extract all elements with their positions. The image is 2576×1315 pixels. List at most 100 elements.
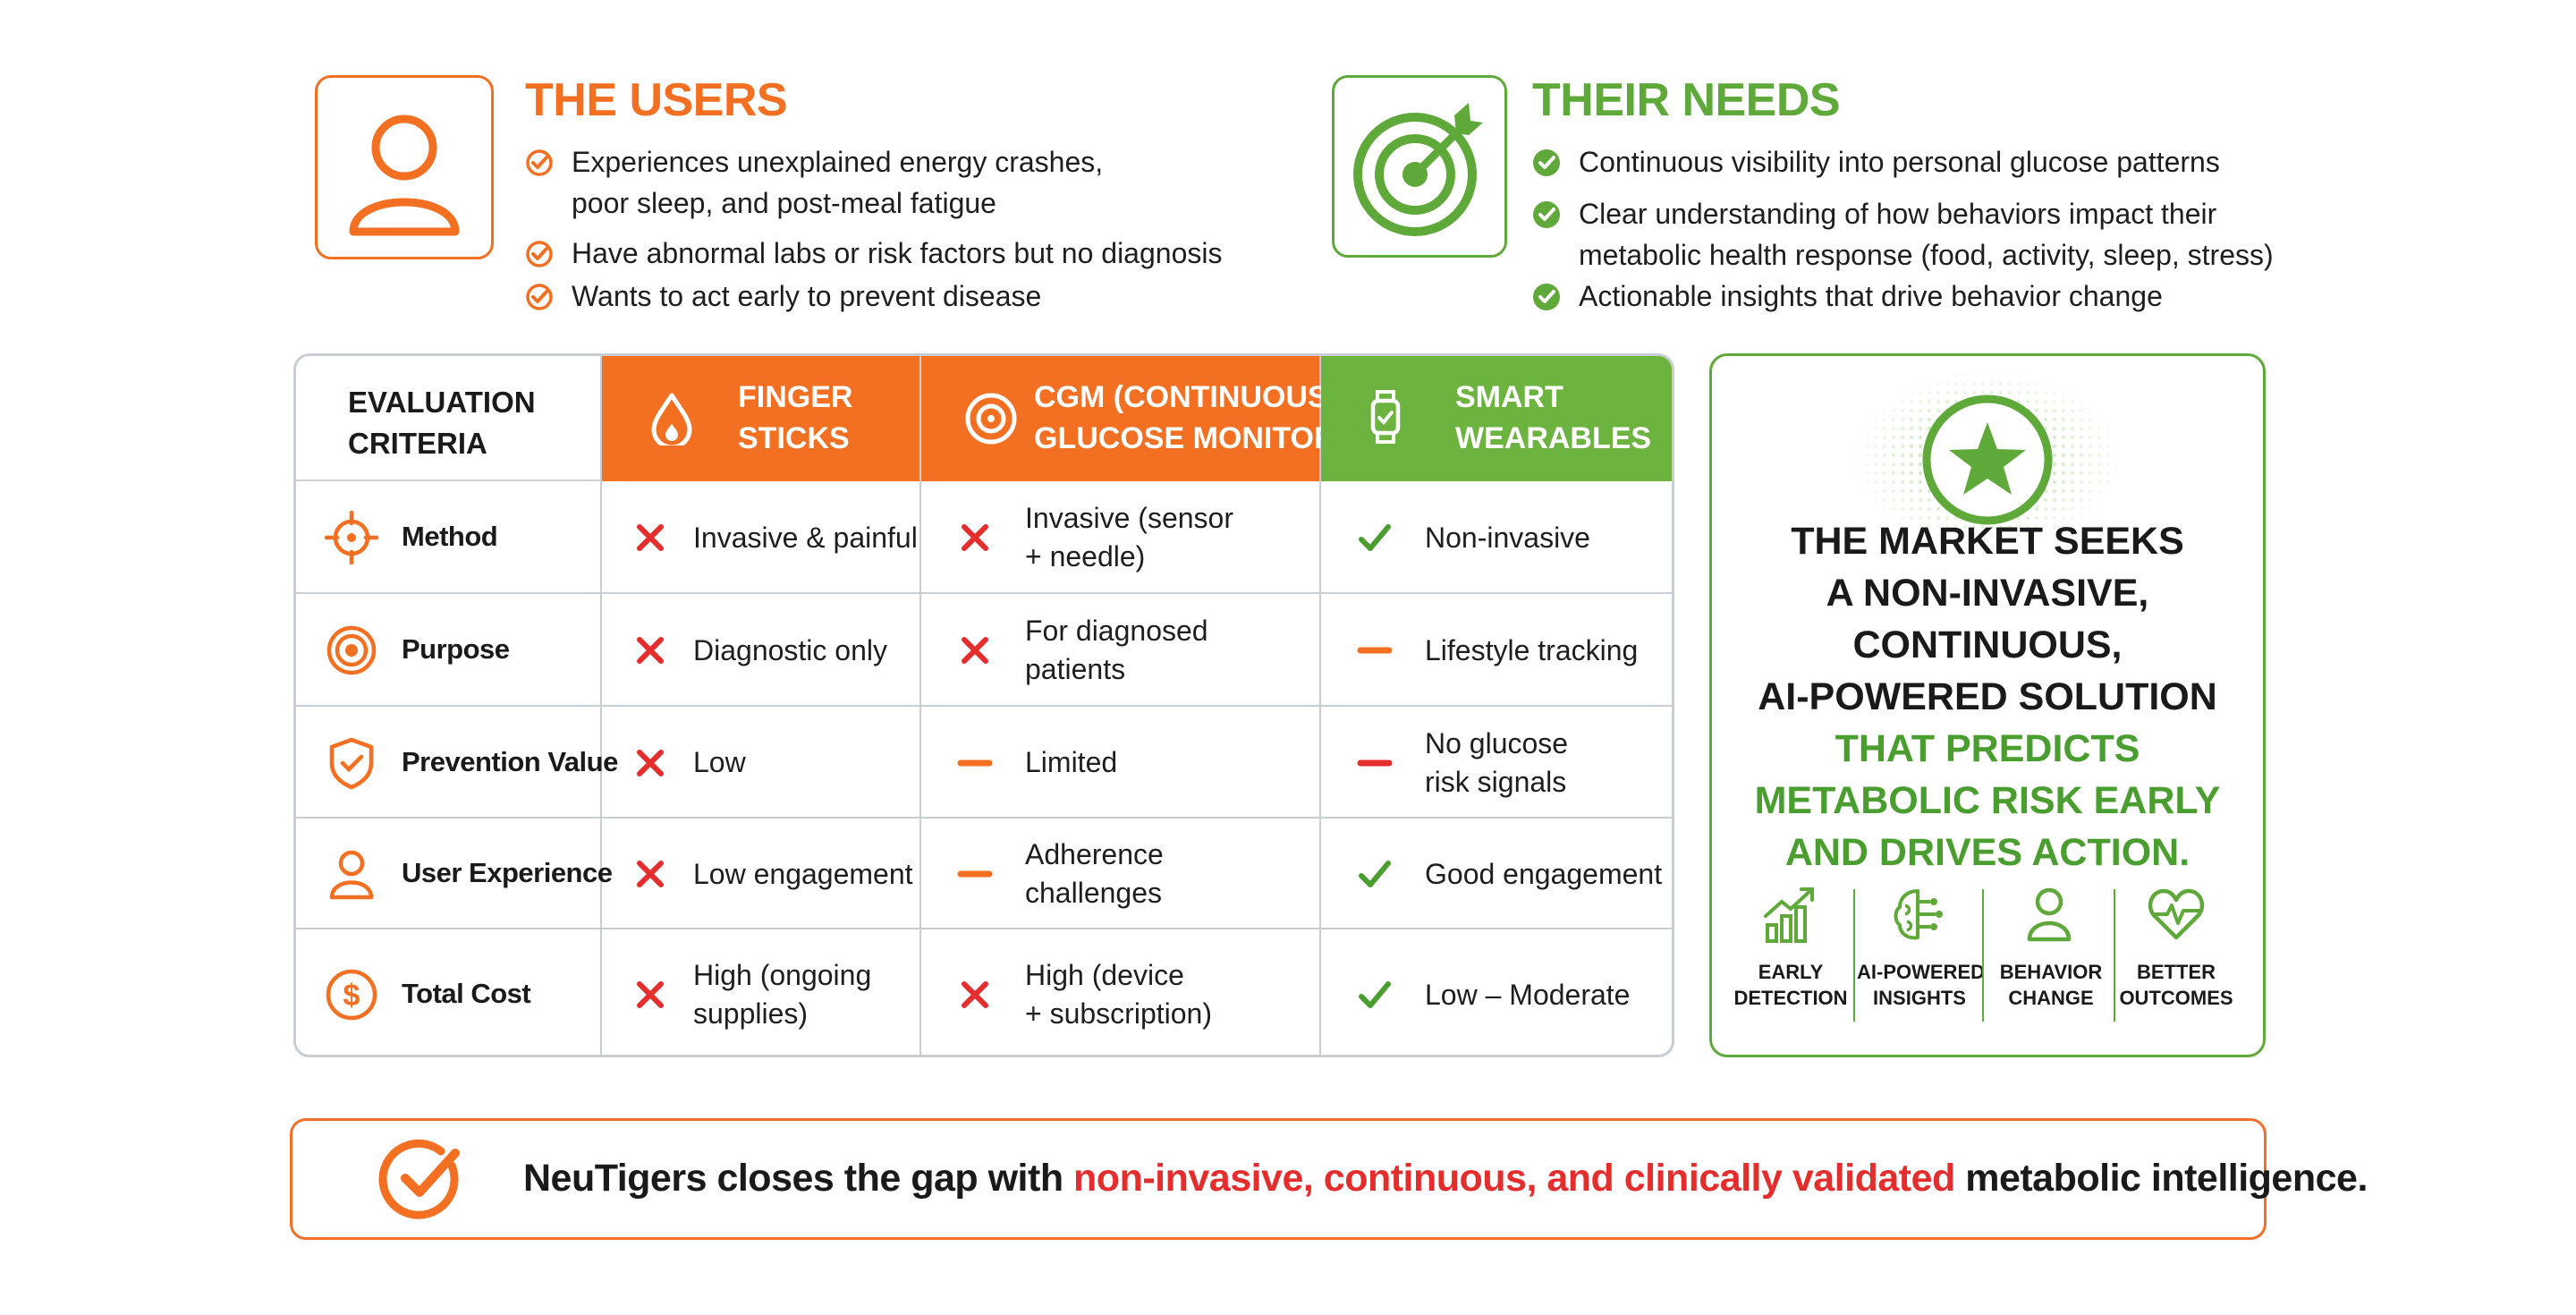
value-cell: Adherence challenges [921, 819, 1321, 929]
criterion-cell: User Experience [296, 819, 613, 929]
smartwatch-icon [1370, 390, 1401, 444]
needs-bullet-text: metabolic health response (food, activit… [1579, 239, 2274, 271]
value-text: Diagnostic only [693, 633, 887, 666]
cross-icon [962, 981, 988, 1008]
brain-icon [1894, 889, 1943, 940]
panel-statement-line: CONTINUOUS, [1852, 624, 2123, 666]
cross-icon [637, 981, 664, 1008]
banner-text-end: metabolic intelligence. [1954, 1157, 2368, 1200]
value-cell: Lifestyle tracking [1321, 594, 1672, 707]
value-text: supplies) [693, 997, 809, 1030]
value-text: Non-invasive [1425, 521, 1590, 554]
panel-feature-label: OUTCOMES [2119, 987, 2233, 1009]
banner-text-highlight: non-invasive, continuous, and clinically… [1073, 1157, 1955, 1200]
needs-bullet: Continuous visibility into personal gluc… [1532, 141, 2337, 182]
value-text: patients [1025, 653, 1126, 685]
needs-bullet-text: Actionable insights that drive behavior … [1579, 280, 2163, 312]
value-text: Good engagement [1425, 857, 1663, 890]
criteria-header-line-1: EVALUATION [348, 386, 536, 419]
blood-drop-icon [651, 393, 692, 445]
cross-icon [962, 524, 988, 551]
check-circle-icon [526, 241, 553, 267]
panel-feature-label: AI-POWERED [1857, 961, 1985, 983]
panel-feature: AI-POWERED INSIGHTS [1857, 882, 1985, 1034]
value-cell: Low engagement [602, 819, 921, 929]
panel-statement-line: A NON-INVASIVE, [1826, 572, 2149, 615]
panel-highlight-line: THAT PREDICTS [1835, 727, 2140, 770]
panel-feature: BEHAVIOR CHANGE [1988, 882, 2114, 1034]
value-cell: Invasive & painful [602, 481, 921, 594]
dash-icon [957, 870, 993, 878]
panel-highlight-line: METABOLIC RISK EARLY [1754, 779, 2221, 822]
value-text: + needle) [1025, 540, 1146, 573]
value-text: No glucose [1425, 726, 1569, 759]
panel-feature-label: EARLY [1758, 961, 1824, 983]
column-header-label: FINGER [738, 380, 853, 414]
column-header-2: SMART WEARABLES [1321, 356, 1672, 481]
panel-feature: EARLY DETECTION [1728, 882, 1853, 1034]
check-circle-icon [526, 284, 553, 310]
target-icon [326, 625, 377, 675]
value-text: Low – Moderate [1425, 978, 1631, 1011]
criterion-label: User Experience [402, 857, 613, 888]
panel-feature-label: BEHAVIOR [1999, 961, 2103, 983]
needs-bullet: Clear understanding of how behaviors imp… [1532, 193, 2337, 276]
check-icon [1359, 861, 1391, 887]
crosshair-icon [325, 511, 378, 564]
check-circle-icon [378, 1139, 460, 1219]
market-panel: THE MARKET SEEKS A NON-INVASIVE, CONTINUOU… [1709, 353, 2266, 1057]
value-text: challenges [1025, 877, 1162, 909]
value-cell: Non-invasive [1321, 481, 1672, 594]
panel-feature-divider [1853, 889, 1855, 1022]
value-text: + subscription) [1025, 997, 1212, 1030]
person-icon [2027, 887, 2072, 942]
column-header-label: GLUCOSE MONITOR) [1034, 421, 1346, 455]
banner-text: NeuTigers closes the gap with non-invasi… [523, 1157, 2368, 1200]
value-cell: No glucose risk signals [1321, 707, 1672, 819]
users-icon-box [315, 75, 494, 259]
dash-icon [957, 759, 993, 766]
value-text: Invasive (sensor [1025, 502, 1233, 534]
value-cell: High (device + subscription) [921, 929, 1321, 1055]
panel-statement-line: AI-POWERED SOLUTION [1758, 675, 2217, 718]
value-cell: Diagnostic only [602, 594, 921, 707]
needs-bullet-text: Continuous visibility into personal gluc… [1579, 146, 2220, 178]
users-bullet: Experiences unexplained energy crashes, p… [525, 141, 1330, 224]
column-header-label: CGM (CONTINUOUS [1034, 380, 1328, 414]
panel-feature-label: BETTER [2137, 961, 2216, 983]
value-cell: High (ongoing supplies) [602, 929, 921, 1055]
star-icon [1852, 369, 2123, 549]
needs-title: THEIR NEEDS [1532, 74, 1841, 126]
criterion-label: Total Cost [402, 978, 531, 1009]
value-cell: Limited [921, 707, 1321, 819]
value-text: Lifestyle tracking [1425, 633, 1639, 666]
value-cell: For diagnosed patients [921, 594, 1321, 707]
users-bullet-text: Experiences unexplained energy crashes, [572, 146, 1104, 178]
panel-statement-line: THE MARKET SEEKS [1791, 520, 2184, 563]
criterion-cell: $ Total Cost [296, 929, 602, 1055]
column-header-0: FINGER STICKS [602, 356, 921, 481]
sensor-icon [965, 393, 1017, 445]
column-header-label: WEARABLES [1455, 421, 1652, 455]
value-cell: Good engagement [1321, 819, 1672, 929]
criterion-label: Purpose [402, 633, 510, 665]
column-header-label: STICKS [738, 421, 850, 455]
value-text: Low [693, 746, 746, 778]
cross-icon [637, 637, 664, 664]
needs-bullet: Actionable insights that drive behavior … [1532, 276, 2337, 317]
cross-icon [962, 637, 988, 664]
cross-icon [637, 861, 664, 887]
value-text: risk signals [1425, 765, 1567, 798]
criterion-cell: Prevention Value [296, 707, 618, 819]
heart-pulse-icon [2148, 888, 2205, 940]
value-text: Low engagement [693, 857, 913, 890]
check-circle-icon [1533, 201, 1560, 228]
value-cell: Low [602, 707, 921, 819]
shield-icon [329, 737, 374, 789]
criterion-label: Method [402, 521, 498, 552]
panel-feature-divider [1982, 889, 1984, 1022]
criterion-label: Prevention Value [402, 745, 618, 777]
growth-chart-icon [1764, 887, 1814, 943]
criteria-header-line-2: CRITERIA [348, 427, 487, 460]
users-bullet-text: poor sleep, and post-meal fatigue [572, 187, 996, 219]
